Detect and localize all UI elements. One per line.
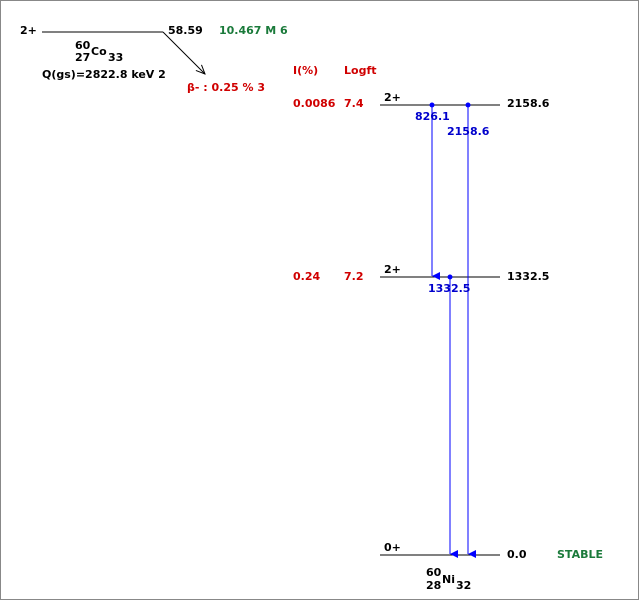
daughter-mass: 60 xyxy=(426,566,442,579)
level-energy: 0.0 xyxy=(507,548,527,561)
transition-start xyxy=(447,274,453,280)
level-energy: 2158.6 xyxy=(507,97,550,110)
parent-half-life: 10.467 M 6 xyxy=(219,24,288,37)
logft-header: Logft xyxy=(344,64,376,77)
intensity-header: I(%) xyxy=(293,64,318,77)
daughter-n: 32 xyxy=(456,579,471,592)
parent-n: 33 xyxy=(108,51,123,64)
parent-energy: 58.59 xyxy=(168,24,203,37)
parent-spin: 2+ xyxy=(20,24,37,37)
level-energy: 1332.5 xyxy=(507,270,549,283)
transition-start xyxy=(429,102,435,108)
decay-arrow xyxy=(162,31,205,74)
level-logft: 7.4 xyxy=(344,97,364,110)
daughter-symbol: Ni xyxy=(442,573,455,586)
level-spin: 2+ xyxy=(384,91,401,104)
daughter-z: 28 xyxy=(426,579,441,592)
q-value: Q(gs)=2822.8 keV 2 xyxy=(42,68,166,81)
transition-label: 826.1 xyxy=(415,110,450,123)
level-half-life: STABLE xyxy=(557,548,603,561)
parent-symbol: Co xyxy=(91,45,107,58)
transition-label: 1332.5 xyxy=(428,282,470,295)
level-spin: 2+ xyxy=(384,263,401,276)
transition-start xyxy=(465,102,471,108)
decay-mode: β- : 0.25 % 3 xyxy=(187,81,265,94)
parent-z: 27 xyxy=(75,51,90,64)
transition-label: 2158.6 xyxy=(447,125,490,138)
parent-mass: 60 xyxy=(75,39,91,52)
level-logft: 7.2 xyxy=(344,270,364,283)
level-intensity: 0.24 xyxy=(293,270,320,283)
level-spin: 0+ xyxy=(384,541,401,554)
level-intensity: 0.0086 xyxy=(293,97,336,110)
